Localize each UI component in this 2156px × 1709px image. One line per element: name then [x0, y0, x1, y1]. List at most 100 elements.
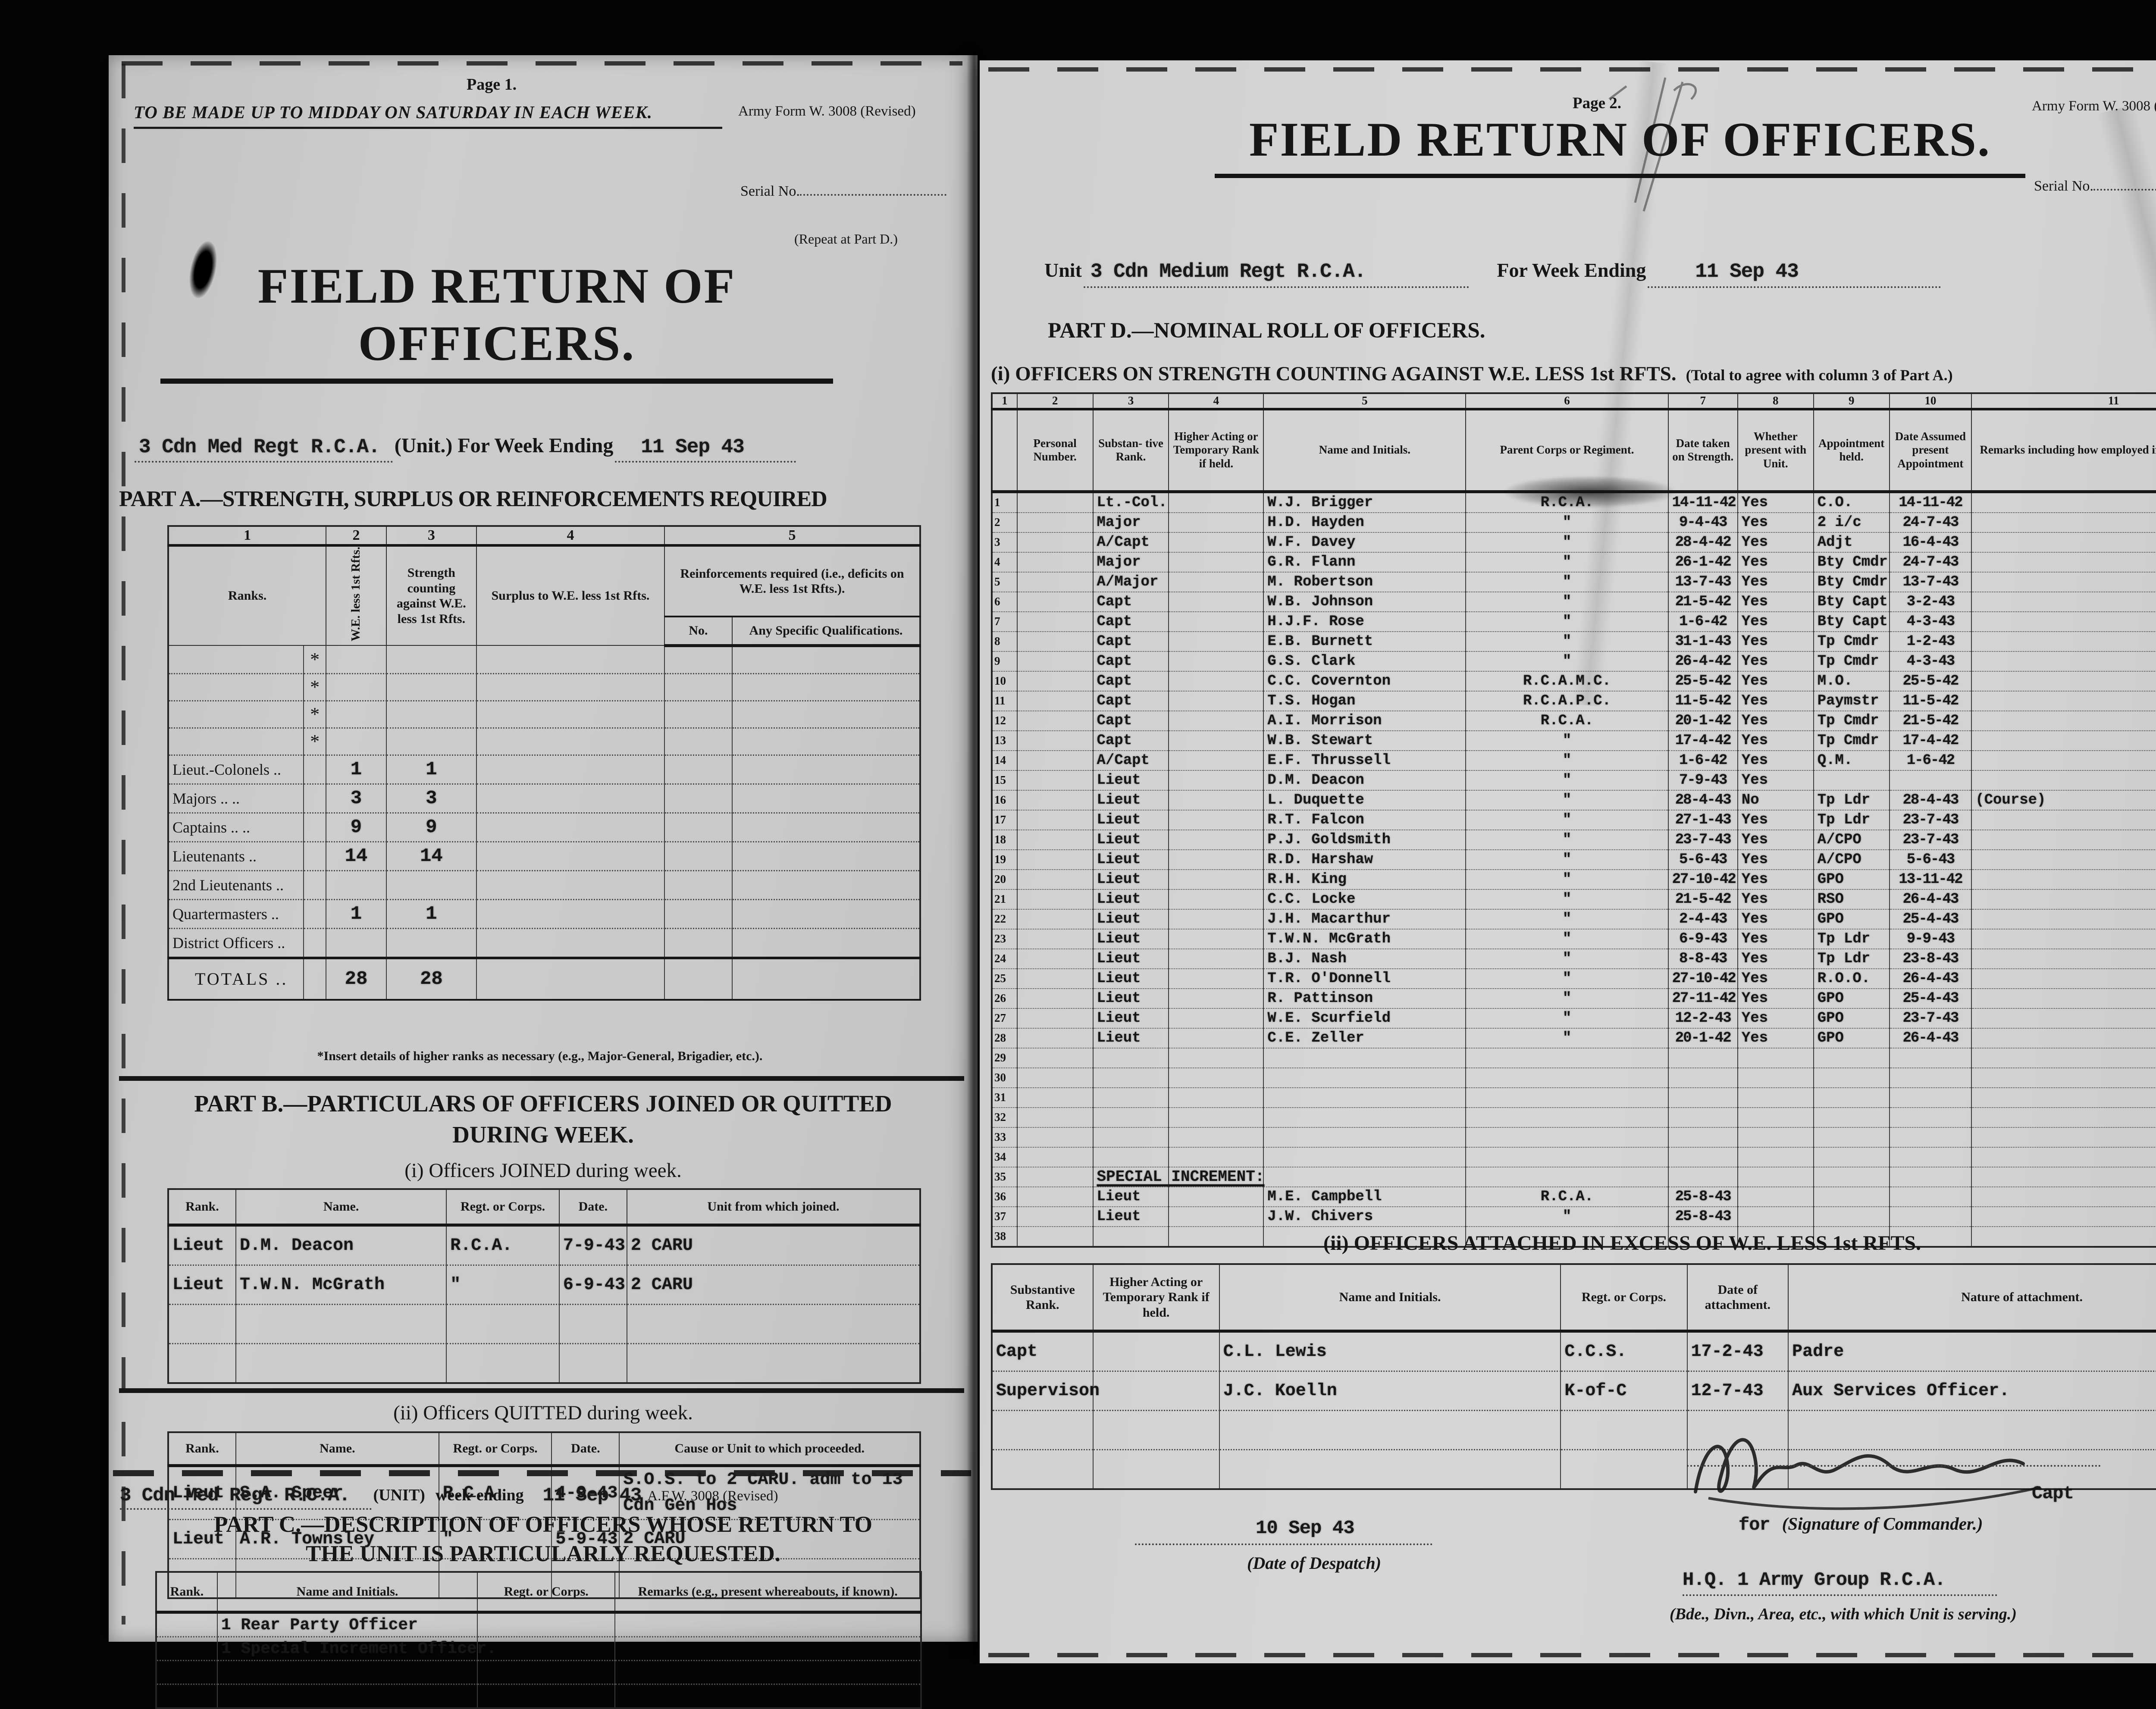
cell-remarks [1971, 1067, 2156, 1088]
cell-remarks [1971, 869, 2156, 890]
cell-corps: R.C.A. [1465, 1186, 1669, 1207]
cell-appt [1813, 1147, 1890, 1168]
cell-v4 [476, 928, 665, 959]
cell-appt: Paymstr [1813, 691, 1890, 711]
header-date-attachment: Date of attachment. [1686, 1264, 1789, 1333]
cell-remarks [614, 1637, 921, 1661]
cell-corps: " [1465, 869, 1669, 890]
cell-no: 38 [991, 1226, 1018, 1247]
cell-corps [477, 1612, 616, 1637]
cell-date: 6-9-43 [558, 1265, 627, 1305]
cell-appt: Tp Cmdr [1813, 711, 1890, 731]
cell-assumed: 16-4-43 [1889, 532, 1972, 553]
cell-no: 37 [991, 1206, 1018, 1227]
cell-name: D.M. Deacon [1263, 770, 1467, 791]
cell-tos: 26-4-42 [1667, 651, 1738, 672]
section-i-heading: (i) OFFICERS ON STRENGTH COUNTING AGAINS… [991, 362, 1953, 385]
page2-title: FIELD RETURN OF OFFICERS. [1215, 112, 2025, 178]
cell-rank: Lieut [1092, 1186, 1169, 1207]
cell-rank [991, 1410, 1094, 1450]
cell-star: * [303, 728, 327, 756]
table-row: 28 Lieut C.E. Zeller " 20-1-42 Yes GPO 26-4-43 [991, 1028, 2156, 1049]
part-a-heading: PART A.—STRENGTH, SURPLUS OR REINFORCEME… [119, 487, 827, 511]
cell-name: J.W. Chivers [1263, 1206, 1467, 1227]
cell-pnum [1016, 1226, 1094, 1247]
part-c-heading-1: PART C.—DESCRIPTION OF OFFICERS WHOSE RE… [213, 1512, 873, 1537]
cell-unit: 2 CARU [626, 1265, 921, 1305]
cell-assumed [1889, 1107, 1972, 1128]
cell-tos [1667, 1147, 1738, 1168]
cell-higher [1168, 491, 1264, 513]
cell-pnum [1016, 651, 1094, 672]
cell-assumed [1889, 1167, 1972, 1187]
cell-remarks [1971, 1127, 2156, 1148]
top-note: TO BE MADE UP TO MIDDAY ON SATURDAY IN E… [134, 102, 722, 129]
cell-assumed [1889, 1147, 1972, 1168]
cell-rank: Lieut [1092, 948, 1169, 969]
table-row [168, 1304, 921, 1344]
cell-corps: " [1465, 572, 1669, 592]
cell-remarks [614, 1612, 921, 1637]
cell-present: Yes [1737, 849, 1814, 870]
cell-remarks [614, 1660, 921, 1685]
cell-assumed [1889, 1206, 1972, 1227]
table-row: 22 Lieut J.H. Macarthur " 2-4-43 Yes GPO 25-4-4… [991, 909, 2156, 930]
cell-tos [1667, 1127, 1738, 1148]
cell-name: E.B. Burnett [1263, 631, 1467, 652]
cell-corps: " [446, 1265, 560, 1305]
table-row: 4 Major G.R. Flann " 26-1-42 Yes Bty Cmdr 24-7-… [991, 552, 2156, 573]
header-rank: Rank. [156, 1571, 218, 1614]
cell-pnum [1016, 1147, 1094, 1168]
part-b-heading-2: DURING WEEK. [452, 1121, 634, 1148]
cell-assumed [1889, 1067, 1972, 1088]
cell-name: M.E. Campbell [1263, 1186, 1467, 1207]
cell-v2: 1 [326, 755, 387, 785]
cell-no: 23 [991, 929, 1018, 949]
cell-present [1737, 1147, 1814, 1168]
cell-present [1737, 1127, 1814, 1148]
cell-no: 31 [991, 1087, 1018, 1108]
cell-v3 [385, 701, 477, 729]
cell-higher [1168, 1167, 1264, 1187]
cell-name [1219, 1449, 1561, 1490]
cell-no [664, 728, 733, 756]
cell-name [1263, 1147, 1467, 1168]
cell-star [303, 870, 327, 900]
cell-qual [731, 784, 921, 814]
table-row: 33 [991, 1127, 2156, 1148]
section-i-note: (Total to agree with column 3 of Part A.… [1686, 366, 1953, 384]
cut-form-no: A.F.W. 3008 (Revised) [647, 1488, 778, 1504]
cell-pnum [1016, 730, 1094, 751]
despatch-line [1135, 1543, 1432, 1545]
cell-higher [1168, 1206, 1264, 1227]
serial-blank-line [799, 181, 946, 196]
cell-label: Captains .. .. [168, 813, 304, 842]
cell-pnum [1016, 1087, 1094, 1108]
cell-present: Yes [1737, 810, 1814, 830]
cell-higher [1168, 631, 1264, 652]
week-ending-value: 11 Sep 43 [615, 436, 796, 463]
cell-remarks [1971, 889, 2156, 910]
cell-higher [1168, 1008, 1264, 1029]
cut-line-unit: 3 Cdn Med Regt R.C.A. (UNIT) week-ending… [120, 1485, 778, 1510]
cell-remarks [1971, 1186, 2156, 1207]
table-row: 11 Capt T.S. Hogan R.C.A.P.C. 11-5-42 Yes Paym… [991, 691, 2156, 711]
cell-v4 [476, 956, 665, 1001]
cell-rank: Major [1092, 552, 1169, 573]
cell-name [1263, 1127, 1467, 1148]
commander-signature [1694, 1438, 2041, 1510]
table-row: Lieut.-Colonels .. 1 1 [168, 755, 921, 785]
cell-assumed: 25-4-43 [1889, 988, 1972, 1009]
cell-v4 [476, 899, 665, 929]
table-row: Lieut A.R. Townsley " 5-9-43 2 CARU [168, 1519, 921, 1559]
header-appointment: Appointment held. [1813, 408, 1890, 493]
cell-appt [1813, 1107, 1890, 1128]
col-number: 5 [664, 525, 921, 547]
cell-appt: C.O. [1813, 491, 1890, 513]
cell-no: 6 [991, 592, 1018, 612]
col-number: 8 [1737, 393, 1814, 410]
cell-star [303, 755, 327, 785]
cell-corps: " [1465, 810, 1669, 830]
cell-appt: Bty Capt [1813, 611, 1890, 632]
cell-star [303, 842, 327, 871]
